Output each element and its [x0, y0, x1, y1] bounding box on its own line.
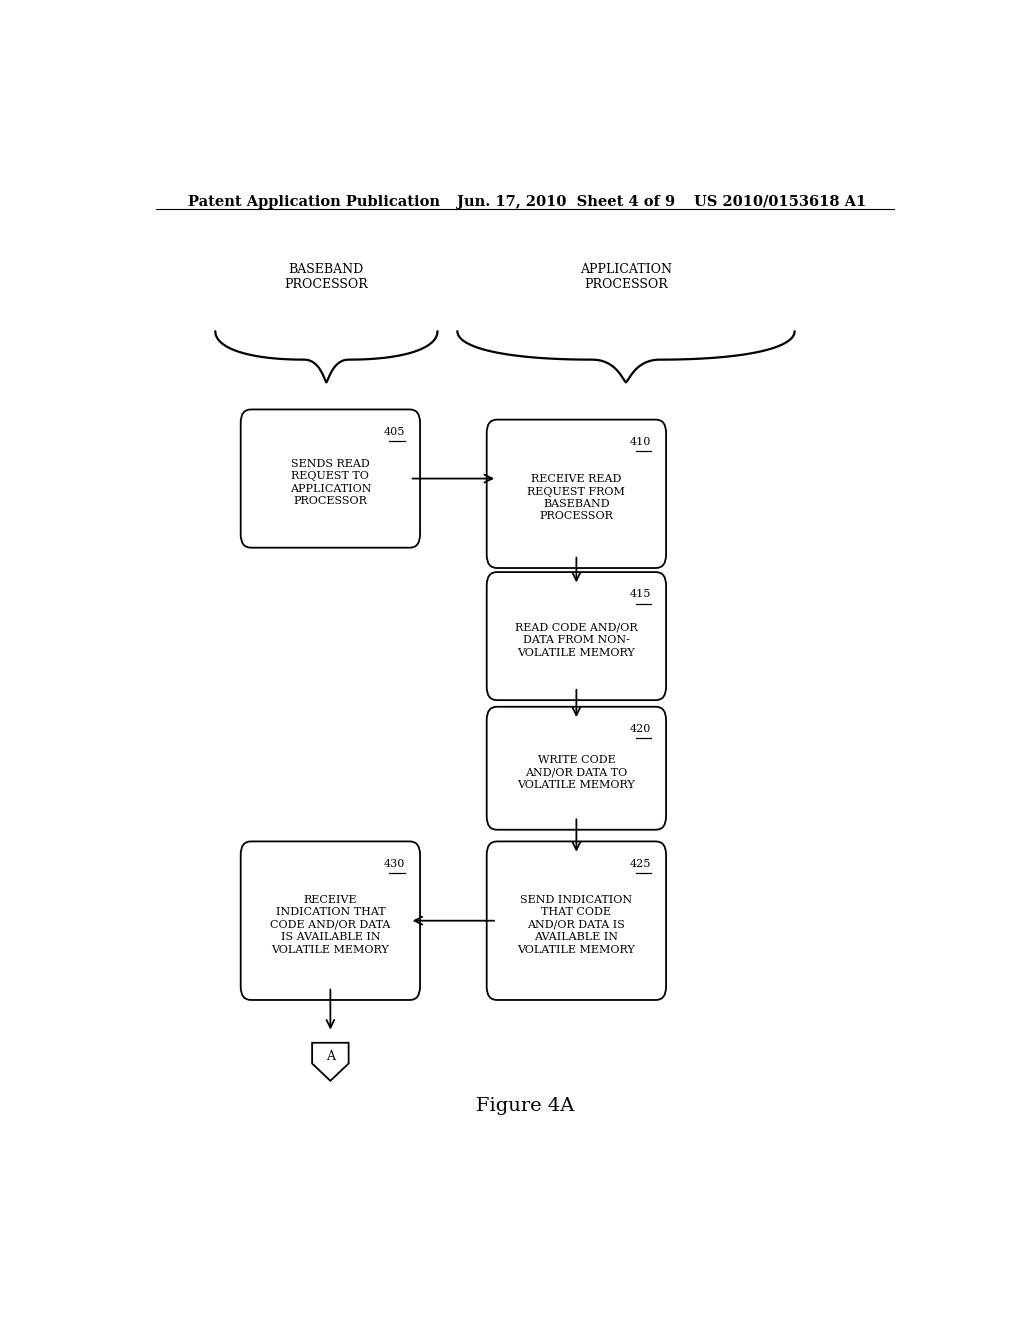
Text: 410: 410: [630, 437, 651, 447]
Text: US 2010/0153618 A1: US 2010/0153618 A1: [694, 195, 866, 209]
Text: 425: 425: [630, 859, 651, 869]
Text: APPLICATION
PROCESSOR: APPLICATION PROCESSOR: [581, 263, 673, 290]
FancyBboxPatch shape: [241, 409, 420, 548]
Text: SEND INDICATION
THAT CODE
AND/OR DATA IS
AVAILABLE IN
VOLATILE MEMORY: SEND INDICATION THAT CODE AND/OR DATA IS…: [517, 895, 635, 954]
FancyBboxPatch shape: [486, 841, 666, 1001]
Text: 415: 415: [630, 589, 651, 599]
Text: 430: 430: [384, 859, 404, 869]
Text: READ CODE AND/OR
DATA FROM NON-
VOLATILE MEMORY: READ CODE AND/OR DATA FROM NON- VOLATILE…: [515, 623, 638, 657]
Text: BASEBAND
PROCESSOR: BASEBAND PROCESSOR: [285, 263, 369, 290]
FancyBboxPatch shape: [486, 572, 666, 700]
PathPatch shape: [312, 1043, 348, 1081]
FancyBboxPatch shape: [486, 420, 666, 568]
Text: Jun. 17, 2010  Sheet 4 of 9: Jun. 17, 2010 Sheet 4 of 9: [458, 195, 676, 209]
Text: WRITE CODE
AND/OR DATA TO
VOLATILE MEMORY: WRITE CODE AND/OR DATA TO VOLATILE MEMOR…: [517, 755, 635, 789]
Text: 420: 420: [630, 725, 651, 734]
Text: Patent Application Publication: Patent Application Publication: [187, 195, 439, 209]
FancyBboxPatch shape: [486, 706, 666, 830]
Text: Figure 4A: Figure 4A: [475, 1097, 574, 1114]
Text: SENDS READ
REQUEST TO
APPLICATION
PROCESSOR: SENDS READ REQUEST TO APPLICATION PROCES…: [290, 459, 371, 507]
Text: RECEIVE
INDICATION THAT
CODE AND/OR DATA
IS AVAILABLE IN
VOLATILE MEMORY: RECEIVE INDICATION THAT CODE AND/OR DATA…: [270, 895, 390, 954]
Text: RECEIVE READ
REQUEST FROM
BASEBAND
PROCESSOR: RECEIVE READ REQUEST FROM BASEBAND PROCE…: [527, 474, 626, 521]
FancyBboxPatch shape: [241, 841, 420, 1001]
Text: A: A: [326, 1051, 335, 1064]
Text: 405: 405: [384, 426, 404, 437]
